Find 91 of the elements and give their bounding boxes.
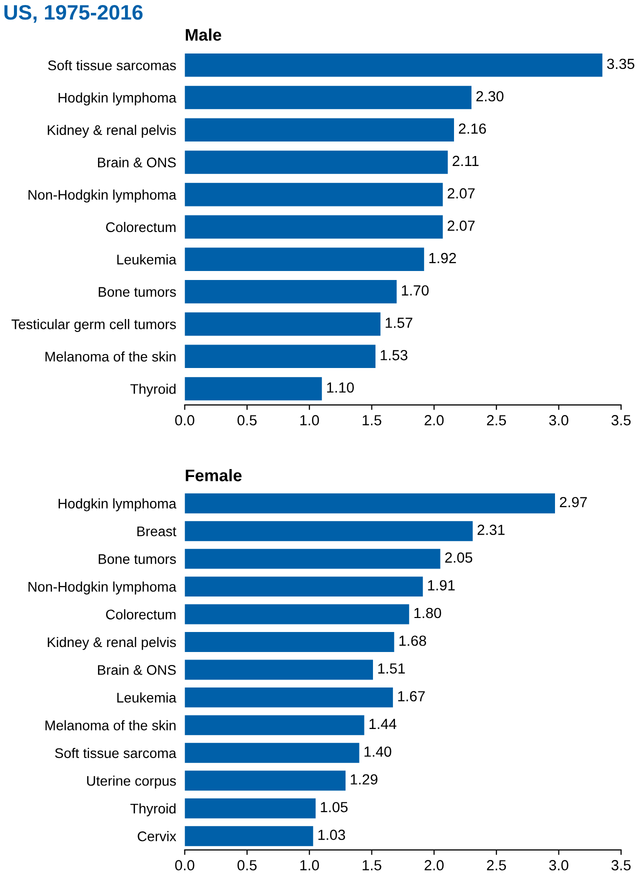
y-tick-label: Melanoma of the skin [46, 720, 176, 730]
x-tick-label: 2.5 [487, 415, 506, 426]
y-tick-label: Colorectum [106, 609, 176, 620]
bar [184, 182, 443, 206]
data-label: 1.68 [399, 636, 426, 646]
bar [184, 493, 555, 514]
y-tick-label: Cervix [138, 831, 176, 842]
x-tick-label: 2.5 [487, 860, 506, 870]
bar [184, 548, 440, 569]
x-tick-label: 3.0 [549, 860, 568, 870]
y-tick-label: Uterine corpus [87, 776, 176, 789]
y-tick-label: Brain & ONS [98, 664, 176, 675]
bar [184, 770, 346, 791]
data-label: 2.31 [478, 524, 505, 536]
chart-subtitle: Female [186, 469, 242, 482]
data-label: 2.07 [448, 188, 475, 198]
y-tick-label: Kidney & renal pelvis [48, 124, 176, 138]
y-tick-label: Non-Hodgkin lymphoma [28, 582, 176, 594]
y-tick-label: Breast [137, 526, 176, 536]
x-tick-label: 0.0 [175, 415, 194, 426]
y-tick-label: Bone tumors [98, 287, 176, 297]
data-label: 2.30 [476, 91, 504, 102]
x-tick-label: 3.0 [549, 415, 568, 426]
data-label: 1.70 [402, 285, 429, 296]
bar [184, 604, 410, 624]
bar [184, 660, 373, 680]
bar [184, 377, 322, 400]
bar [184, 86, 472, 110]
y-tick-label: Thyroid [130, 384, 176, 397]
y-tick-label: Hodgkin lymphoma [58, 92, 176, 106]
bar [184, 687, 393, 708]
bar [184, 150, 448, 174]
bar [184, 521, 473, 542]
x-tick-label: 1.5 [362, 860, 382, 870]
data-label: 2.11 [452, 156, 479, 166]
x-tick-label: 1.0 [300, 860, 319, 870]
bar [184, 280, 397, 304]
x-tick-label: 3.5 [611, 415, 631, 426]
bar [184, 312, 380, 336]
bar [184, 118, 454, 142]
data-label: 1.67 [398, 691, 425, 702]
data-label: 1.05 [320, 802, 348, 812]
chart-subtitle: Male [186, 28, 222, 41]
data-label: 2.16 [458, 123, 486, 134]
x-tick-label: 3.5 [611, 860, 631, 870]
data-label: 1.57 [386, 318, 412, 328]
y-tick-label: Melanoma of the skin [46, 351, 176, 362]
data-label: 2.05 [445, 552, 472, 563]
y-tick-label: Soft tissue sarcoma [55, 748, 176, 758]
bar [184, 742, 360, 763]
bar [184, 344, 376, 368]
data-label: 1.53 [380, 350, 408, 360]
x-tick-label: 0.5 [238, 415, 257, 426]
data-label: 1.10 [327, 382, 354, 393]
y-tick-label: Thyroid [130, 803, 176, 816]
data-label: 1.51 [378, 663, 405, 674]
y-tick-label: Bone tumors [98, 554, 176, 564]
bar [184, 632, 394, 652]
data-label: 1.29 [350, 774, 378, 785]
bar [184, 826, 314, 846]
y-tick-label: Leukemia [117, 254, 176, 264]
data-label: 1.80 [414, 608, 442, 618]
x-tick-label: 2.0 [424, 860, 444, 870]
bar [184, 248, 424, 271]
y-tick-label: Colorectum [106, 222, 176, 232]
bar [184, 576, 423, 597]
y-tick-label: Brain & ONS [98, 157, 176, 168]
y-tick-label: Non-Hodgkin lymphoma [28, 190, 176, 202]
chart-title: US, 1975-2016 [4, 5, 143, 23]
x-tick-label: 0.5 [238, 860, 257, 870]
bar [184, 53, 602, 77]
x-tick-label: 1.5 [362, 415, 382, 426]
data-label: 3.35 [607, 58, 634, 70]
y-tick-label: Leukemia [117, 692, 176, 703]
data-label: 1.40 [364, 746, 392, 757]
bar [184, 798, 316, 818]
y-tick-label: Hodgkin lymphoma [58, 498, 176, 512]
y-tick-label: Kidney & renal pelvis [48, 636, 176, 650]
data-label: 1.92 [429, 252, 456, 264]
x-tick-label: 1.0 [300, 415, 319, 426]
y-tick-label: Soft tissue sarcomas [48, 60, 176, 70]
bar [184, 215, 443, 239]
data-label: 1.44 [370, 718, 396, 729]
data-label: 1.91 [428, 580, 455, 590]
bar [184, 715, 364, 736]
y-tick-label: Testicular germ cell tumors [12, 319, 176, 332]
data-label: 2.07 [448, 220, 475, 231]
data-label: 2.97 [560, 496, 587, 508]
data-label: 1.03 [318, 830, 346, 840]
x-tick-label: 0.0 [175, 860, 194, 870]
x-tick-label: 2.0 [424, 415, 444, 426]
